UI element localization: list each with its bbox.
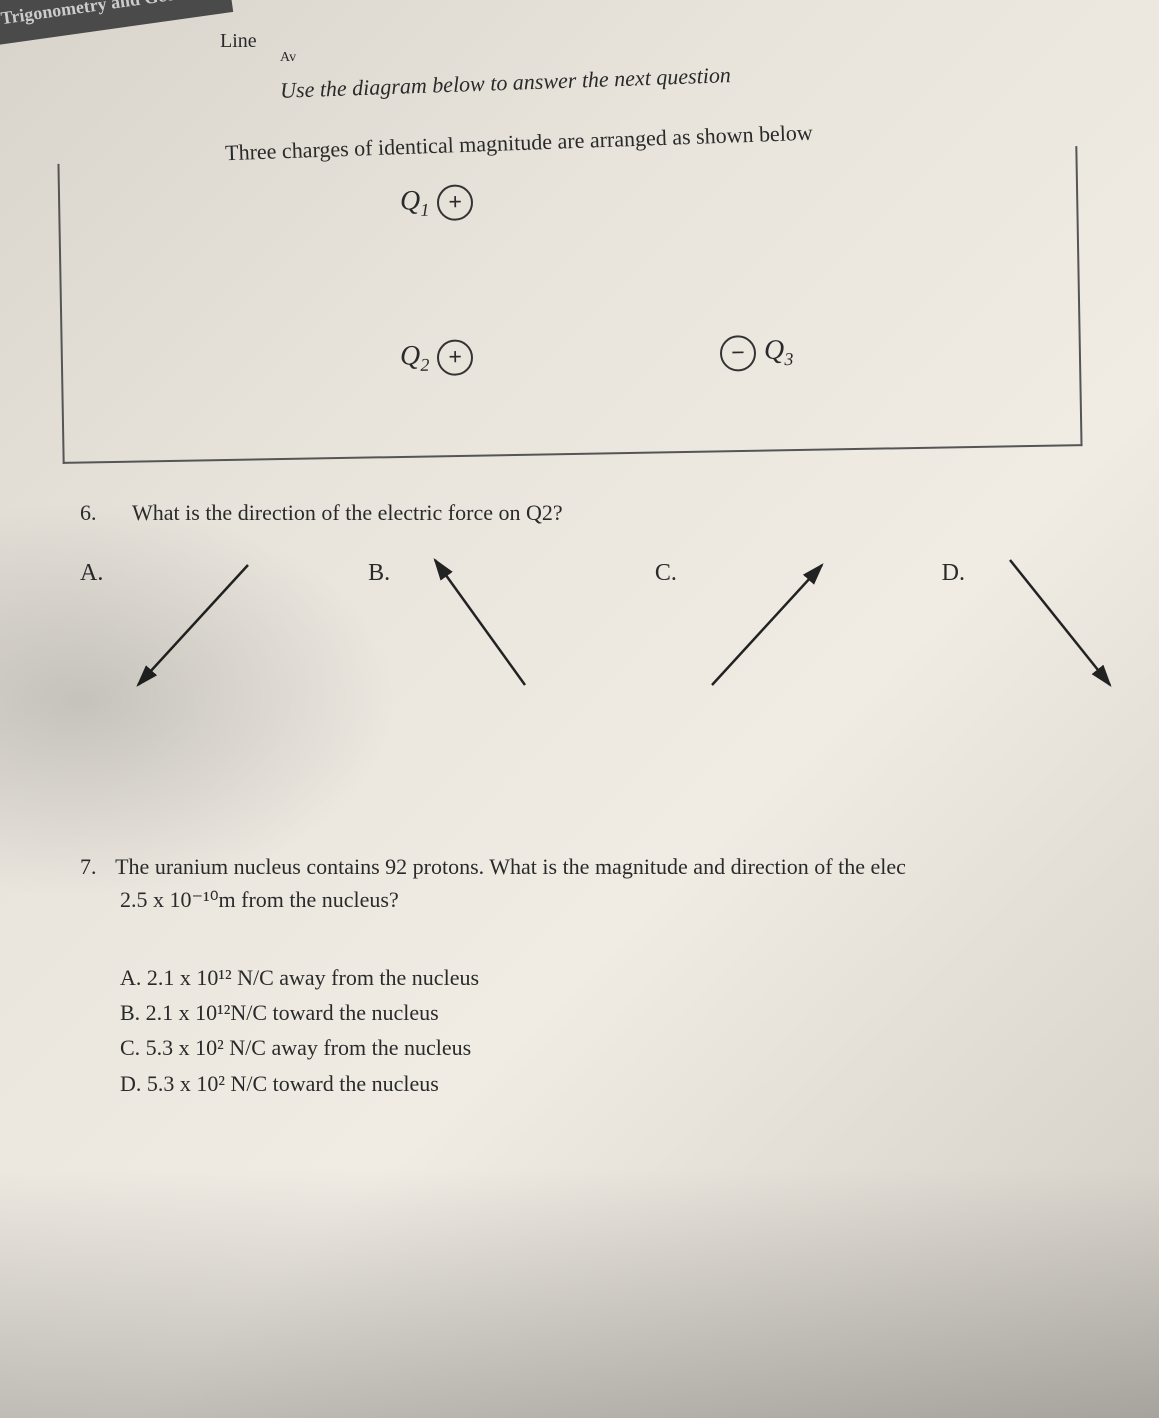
q6-answers-row: A. B. C. D. — [80, 545, 1130, 705]
q6-letter-c: C. — [655, 560, 677, 587]
q7-options: A. 2.1 x 10¹² N/C away from the nucleus … — [120, 960, 479, 1101]
charge-q1-label: Q1 — [400, 185, 430, 221]
arrow-b — [405, 545, 555, 705]
q7-option-d: D. 5.3 x 10² N/C toward the nucleus — [120, 1066, 479, 1101]
arrow-a — [118, 545, 268, 705]
charge-q1: Q1 + — [400, 184, 474, 221]
diagram-box — [57, 146, 1082, 464]
q7-text-line2: 2.5 x 10⁻¹⁰m from the nucleus? — [120, 883, 1140, 916]
charge-q1-sign: + — [437, 184, 474, 221]
charge-q3-sign: − — [720, 335, 757, 372]
q7-text-line1: The uranium nucleus contains 92 protons.… — [115, 854, 906, 879]
question-6: 6. What is the direction of the electric… — [80, 500, 563, 526]
charge-q3-label: Q3 — [764, 335, 794, 371]
q6-number: 6. — [80, 500, 97, 525]
q6-option-d: D. — [942, 545, 1130, 705]
charge-q2-sign: + — [437, 339, 474, 376]
arrow-c — [692, 545, 842, 705]
charge-q2-label: Q2 — [400, 340, 430, 376]
bottom-shadow — [0, 1168, 1159, 1418]
header-line-label: Line — [220, 30, 257, 53]
page-corner-label: Trigonometry and Geom — [0, 0, 233, 50]
q6-letter-b: B. — [368, 560, 390, 587]
arrow-d — [980, 545, 1130, 705]
instruction-text: Use the diagram below to answer the next… — [280, 62, 732, 104]
q6-option-c: C. — [655, 545, 842, 705]
q7-option-c: C. 5.3 x 10² N/C away from the nucleus — [120, 1030, 479, 1065]
q6-option-b: B. — [368, 545, 555, 705]
q6-option-a: A. — [80, 545, 268, 705]
q7-number: 7. — [80, 850, 110, 883]
charge-q3: − Q3 — [720, 334, 794, 371]
q6-text: What is the direction of the electric fo… — [132, 500, 563, 525]
q7-option-a: A. 2.1 x 10¹² N/C away from the nucleus — [120, 960, 479, 995]
header-av-label: Av — [280, 50, 296, 66]
q6-letter-a: A. — [80, 560, 103, 587]
q6-letter-d: D. — [942, 560, 965, 587]
charge-q2: Q2 + — [400, 339, 474, 376]
question-7: 7. The uranium nucleus contains 92 proto… — [80, 850, 1140, 916]
q7-option-b: B. 2.1 x 10¹²N/C toward the nucleus — [120, 995, 479, 1030]
